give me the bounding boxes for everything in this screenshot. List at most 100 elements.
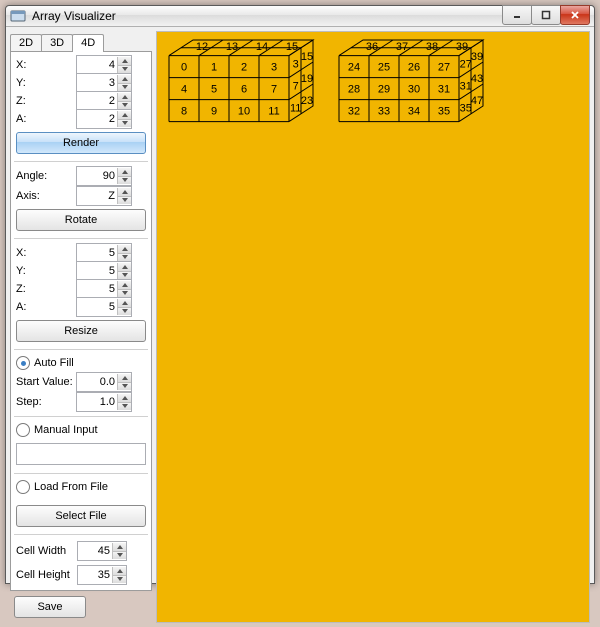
resize-Z-down[interactable] — [117, 290, 131, 298]
cell-height-spinner[interactable] — [77, 565, 127, 585]
axis-input[interactable] — [77, 188, 117, 204]
svg-text:30: 30 — [408, 84, 420, 96]
tab-4d[interactable]: 4D — [72, 34, 104, 52]
dim-Y-down[interactable] — [117, 84, 131, 92]
svg-text:11: 11 — [268, 106, 279, 118]
dim-X-down[interactable] — [117, 66, 131, 74]
close-button[interactable] — [560, 5, 590, 25]
dimension-tabs: 2D3D4D — [10, 31, 152, 51]
step-input[interactable] — [77, 394, 117, 410]
resize-Z-input[interactable] — [77, 281, 117, 297]
rotate-button[interactable]: Rotate — [16, 209, 146, 231]
resize-X-input[interactable] — [77, 245, 117, 261]
resize-Y-up[interactable] — [117, 263, 131, 272]
angle-down[interactable] — [117, 177, 131, 185]
dim-Y-input[interactable] — [77, 75, 117, 91]
dim-X-input[interactable] — [77, 57, 117, 73]
angle-spinner[interactable] — [76, 166, 132, 186]
svg-text:37: 37 — [396, 41, 408, 53]
resize-Z-up[interactable] — [117, 281, 131, 290]
svg-text:3: 3 — [271, 62, 277, 74]
angle-input[interactable] — [77, 168, 117, 184]
svg-text:36: 36 — [366, 41, 378, 53]
cell-height-input[interactable] — [78, 567, 112, 583]
dim-Z-up[interactable] — [117, 93, 131, 102]
titlebar[interactable]: Array Visualizer — [6, 6, 594, 27]
dim-Z-input[interactable] — [77, 93, 117, 109]
resize-X-up[interactable] — [117, 245, 131, 254]
cell-width-spinner[interactable] — [77, 541, 127, 561]
resize-Z-spinner[interactable] — [76, 279, 132, 299]
resize-A-spinner[interactable] — [76, 297, 132, 317]
resize-button[interactable]: Resize — [16, 320, 146, 342]
dim-Y-spinner[interactable] — [76, 73, 132, 93]
svg-text:12: 12 — [196, 41, 208, 53]
select-file-button[interactable]: Select File — [16, 505, 146, 527]
axis-down[interactable] — [117, 197, 131, 205]
resize-A-down[interactable] — [117, 308, 131, 316]
step-down[interactable] — [117, 403, 131, 411]
manual-label: Manual Input — [34, 424, 98, 436]
step-spinner[interactable] — [76, 392, 132, 412]
angle-label: Angle: — [16, 170, 76, 182]
svg-text:27: 27 — [460, 59, 472, 71]
svg-text:26: 26 — [408, 62, 420, 74]
save-button[interactable]: Save — [14, 596, 86, 618]
cell-height-label: Cell Height — [16, 569, 74, 581]
start-input[interactable] — [77, 374, 117, 390]
manual-radio-row[interactable]: Manual Input — [16, 422, 146, 438]
cell-width-down[interactable] — [112, 552, 126, 560]
svg-text:7: 7 — [271, 84, 277, 96]
angle-up[interactable] — [117, 168, 131, 177]
minimize-button[interactable] — [502, 5, 532, 25]
resize-Y-input[interactable] — [77, 263, 117, 279]
left-pane: 2D3D4D X:Y:Z:A: Render Angle: Axis: Rota… — [10, 31, 152, 623]
dim-Z-spinner[interactable] — [76, 91, 132, 111]
divider — [14, 416, 148, 417]
resize-A-up[interactable] — [117, 299, 131, 308]
tab-3d[interactable]: 3D — [41, 34, 73, 51]
divider — [14, 534, 148, 535]
svg-text:19: 19 — [301, 73, 313, 85]
cell-width-input[interactable] — [78, 543, 112, 559]
radio-loadfile[interactable] — [16, 480, 30, 494]
start-spinner[interactable] — [76, 372, 132, 392]
dim-Z-down[interactable] — [117, 102, 131, 110]
dim-X-up[interactable] — [117, 57, 131, 66]
dim-A-spinner[interactable] — [76, 109, 132, 129]
resize-Y-down[interactable] — [117, 272, 131, 280]
svg-text:0: 0 — [181, 62, 187, 74]
dim-A-up[interactable] — [117, 111, 131, 120]
cell-height-up[interactable] — [112, 567, 126, 576]
resize-A-input[interactable] — [77, 299, 117, 315]
start-up[interactable] — [117, 374, 131, 383]
step-up[interactable] — [117, 394, 131, 403]
dim-X-spinner[interactable] — [76, 55, 132, 75]
dim-A-down[interactable] — [117, 120, 131, 128]
divider — [14, 161, 148, 162]
autofill-radio-row[interactable]: Auto Fill — [16, 355, 146, 371]
render-button[interactable]: Render — [16, 132, 146, 154]
radio-autofill[interactable] — [16, 356, 30, 370]
resize-X-spinner[interactable] — [76, 243, 132, 263]
svg-text:39: 39 — [471, 51, 483, 63]
resize-X-down[interactable] — [117, 254, 131, 262]
dim-Y-up[interactable] — [117, 75, 131, 84]
svg-text:43: 43 — [471, 73, 483, 85]
cell-height-down[interactable] — [112, 576, 126, 584]
step-label: Step: — [16, 396, 76, 408]
resize-Y-spinner[interactable] — [76, 261, 132, 281]
start-down[interactable] — [117, 383, 131, 391]
dim-A-input[interactable] — [77, 111, 117, 127]
radio-manual[interactable] — [16, 423, 30, 437]
svg-text:6: 6 — [241, 84, 247, 96]
cell-width-up[interactable] — [112, 543, 126, 552]
axis-spinner[interactable] — [76, 186, 132, 206]
visualization-canvas: 0123456789101112131415151923371124252627… — [156, 31, 590, 623]
tab-2d[interactable]: 2D — [10, 34, 42, 51]
svg-text:24: 24 — [348, 62, 360, 74]
axis-up[interactable] — [117, 188, 131, 197]
maximize-button[interactable] — [531, 5, 561, 25]
manual-input[interactable] — [16, 443, 146, 465]
loadfile-radio-row[interactable]: Load From File — [16, 479, 146, 495]
